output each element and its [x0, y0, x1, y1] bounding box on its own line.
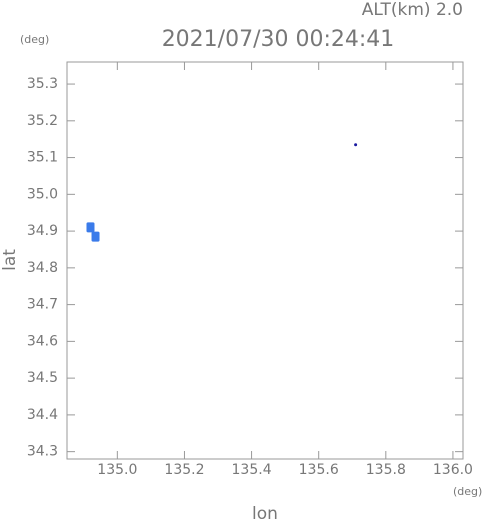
- y-tick-label: 34.8: [27, 260, 58, 276]
- y-tick-label: 34.5: [27, 370, 58, 386]
- x-tick-label: 135.6: [299, 462, 339, 478]
- y-tick-label: 34.3: [27, 444, 58, 460]
- y-tick-label: 35.3: [27, 76, 58, 92]
- y-tick-label: 34.4: [27, 407, 58, 423]
- y-tick-label: 34.6: [27, 333, 58, 349]
- y-unit: (deg): [20, 33, 49, 46]
- y-tick-label: 35.1: [27, 150, 58, 166]
- y-axis-label: lat: [0, 249, 20, 271]
- data-point: [354, 143, 358, 147]
- plot-frame: [66, 61, 464, 460]
- x-tick-label: 135.4: [232, 462, 272, 478]
- altitude-label: ALT(km) 2.0: [362, 0, 463, 20]
- data-point: [91, 231, 100, 242]
- x-tick-label: 135.2: [164, 462, 204, 478]
- x-tick-label: 135.8: [366, 462, 406, 478]
- y-tick-label: 34.7: [27, 297, 58, 313]
- x-tick-label: 136.0: [433, 462, 473, 478]
- y-tick-label: 34.9: [27, 223, 58, 239]
- y-tick-label: 35.0: [27, 186, 58, 202]
- data-point: [86, 222, 95, 233]
- chart-title: 2021/07/30 00:24:41: [162, 27, 395, 52]
- y-tick-label: 35.2: [27, 113, 58, 129]
- x-axis-label: lon: [252, 504, 278, 521]
- x-tick-label: 135.0: [97, 462, 137, 478]
- x-unit: (deg): [453, 485, 482, 498]
